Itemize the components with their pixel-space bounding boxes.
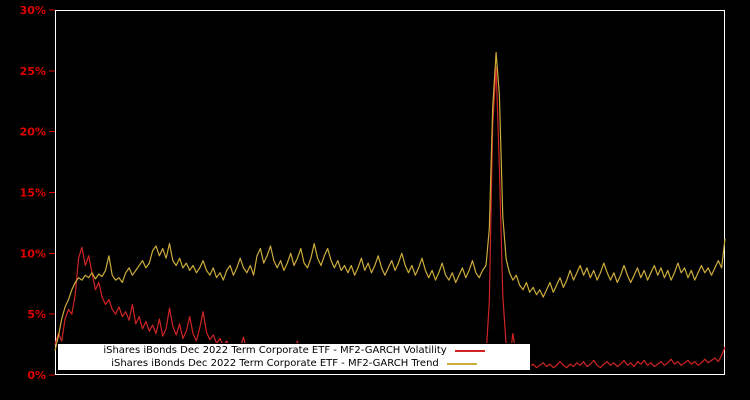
legend-item-volatility: iShares iBonds Dec 2022 Term Corporate E… bbox=[58, 344, 530, 357]
series-line-1 bbox=[54, 51, 726, 351]
y-tick-label: 25% bbox=[20, 65, 46, 78]
y-tick-label: 15% bbox=[20, 187, 46, 200]
y-tick-label: 5% bbox=[27, 308, 46, 321]
series-line-0 bbox=[54, 66, 726, 369]
legend-label-trend: iShares iBonds Dec 2022 Term Corporate E… bbox=[111, 358, 439, 369]
y-tick-label: 10% bbox=[20, 247, 46, 260]
legend-item-trend: iShares iBonds Dec 2022 Term Corporate E… bbox=[58, 357, 530, 370]
plot-border bbox=[55, 10, 725, 375]
y-tick-label: 20% bbox=[20, 126, 46, 139]
y-tick-label: 30% bbox=[20, 4, 46, 17]
legend-line-sample-volatility bbox=[454, 349, 485, 352]
legend-line-sample-trend bbox=[446, 362, 477, 365]
legend-label-volatility: iShares iBonds Dec 2022 Term Corporate E… bbox=[103, 345, 447, 356]
legend: iShares iBonds Dec 2022 Term Corporate E… bbox=[57, 343, 531, 371]
y-tick-label: 0% bbox=[27, 369, 46, 382]
